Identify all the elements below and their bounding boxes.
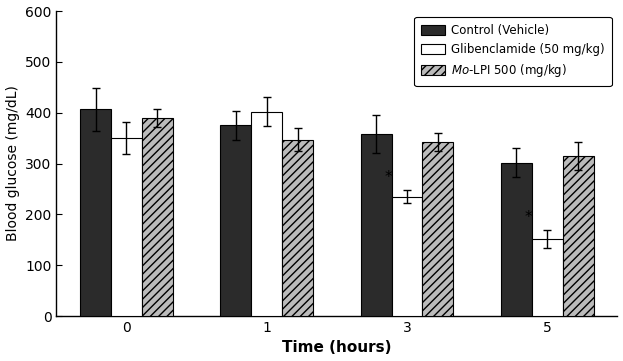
Bar <box>422 142 454 316</box>
Legend: Control (Vehicle), Glibenclamide (50 mg/kg), $\it{Mo}$-LPI 500 (mg/kg): Control (Vehicle), Glibenclamide (50 mg/… <box>414 17 612 86</box>
Bar <box>251 112 282 316</box>
Bar <box>111 138 142 316</box>
Bar <box>501 162 532 316</box>
Y-axis label: Blood glucose (mg/dL): Blood glucose (mg/dL) <box>6 86 19 242</box>
Bar <box>80 109 111 316</box>
Bar <box>361 134 392 316</box>
Bar <box>221 125 251 316</box>
Bar <box>392 197 422 316</box>
Bar <box>563 156 594 316</box>
Bar <box>142 118 173 316</box>
Bar <box>282 140 313 316</box>
X-axis label: Time (hours): Time (hours) <box>282 340 392 356</box>
Bar <box>532 239 563 316</box>
Text: *: * <box>385 170 392 186</box>
Text: *: * <box>525 209 533 225</box>
